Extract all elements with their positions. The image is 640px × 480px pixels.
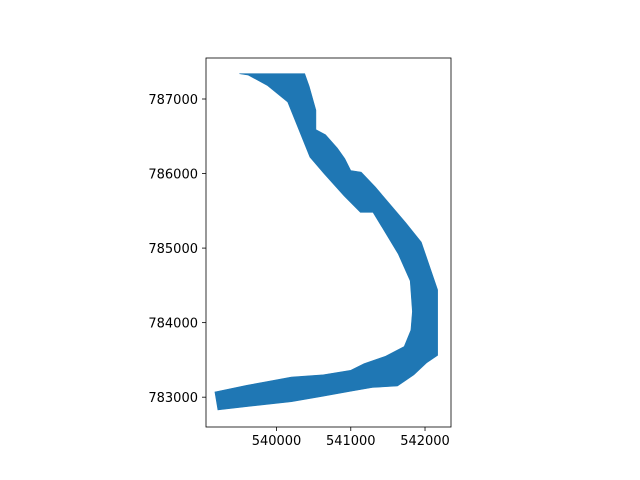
x-axis: 540000 541000 542000 <box>252 427 450 449</box>
y-axis: 783000 784000 785000 786000 787000 <box>148 93 206 406</box>
x-tick-label: 541000 <box>326 434 376 449</box>
y-tick-label: 786000 <box>148 168 198 183</box>
x-tick-label: 540000 <box>252 434 302 449</box>
y-tick-label: 787000 <box>148 93 198 108</box>
y-tick-label: 783000 <box>148 391 198 406</box>
geometry-polygon <box>214 73 438 411</box>
y-tick-label: 784000 <box>148 317 198 332</box>
plot-area <box>214 73 438 411</box>
x-tick-label: 542000 <box>400 434 450 449</box>
y-tick-label: 785000 <box>148 242 198 257</box>
axes-frame <box>205 57 452 428</box>
